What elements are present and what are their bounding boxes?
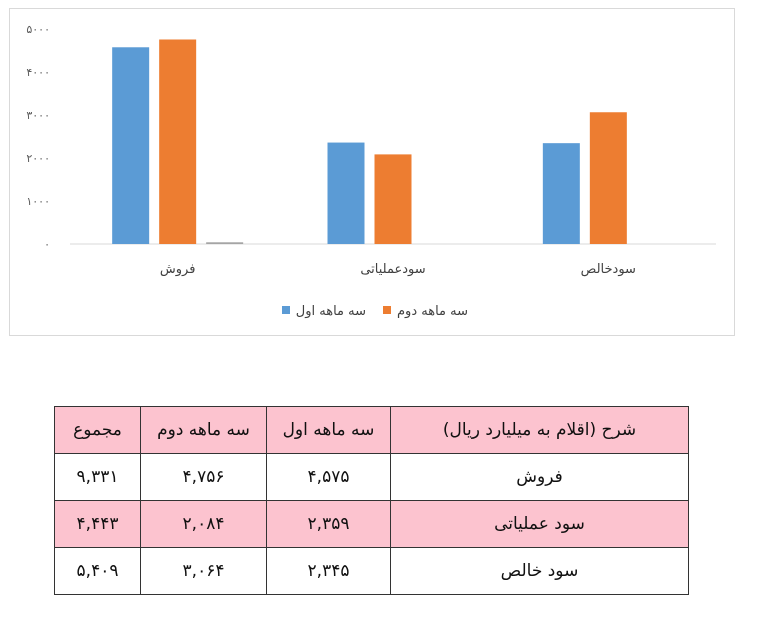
header-second-quarter: سه ماهه دوم (140, 406, 267, 454)
cell-first-quarter: ۲,۳۵۹ (266, 500, 391, 548)
bar-chart: ۰ ۱۰۰۰ ۲۰۰۰ ۳۰۰۰ ۴۰۰۰ ۵۰۰۰ فروش سودعملیاتی سودخا… (26, 23, 716, 319)
table-row: سود عملیاتی ۲,۳۵۹ ۲,۰۸۴ ۴,۴۴۳ (54, 500, 689, 548)
x-tick-label: فروش (160, 262, 196, 277)
legend-label: سه ماهه دوم (397, 304, 468, 319)
cell-second-quarter: ۳,۰۶۴ (140, 547, 267, 595)
cell-first-quarter: ۴,۵۷۵ (266, 453, 391, 501)
table-row: فروش ۴,۵۷۵ ۴,۷۵۶ ۹,۳۳۱ (54, 453, 689, 501)
data-table: شرح (اقلام به میلیارد ریال) سه ماهه اول … (54, 406, 689, 595)
bar (112, 47, 150, 245)
table-header-row: شرح (اقلام به میلیارد ریال) سه ماهه اول … (54, 406, 689, 454)
x-tick-label: سودعملیاتی (360, 262, 425, 277)
y-tick-label: ۰ (44, 238, 50, 251)
x-tick-label: سودخالص (581, 262, 636, 277)
cell-total: ۵,۴۰۹ (54, 547, 141, 595)
header-description: شرح (اقلام به میلیارد ریال) (390, 406, 689, 454)
legend-label: سه ماهه اول (296, 304, 366, 319)
bar (589, 112, 627, 244)
row-label: سود عملیاتی (390, 500, 689, 548)
bar (206, 242, 244, 244)
bar (327, 142, 365, 244)
y-tick-label: ۵۰۰۰ (26, 23, 50, 36)
cell-total: ۹,۳۳۱ (54, 453, 141, 501)
bar (542, 143, 580, 244)
y-tick-label: ۳۰۰۰ (26, 109, 50, 122)
bar (374, 154, 412, 244)
table-row: سود خالص ۲,۳۴۵ ۳,۰۶۴ ۵,۴۰۹ (54, 547, 689, 595)
y-tick-label: ۱۰۰۰ (26, 195, 50, 208)
legend-swatch (383, 306, 391, 314)
y-tick-label: ۲۰۰۰ (26, 152, 50, 165)
bar (159, 39, 197, 244)
row-label: سود خالص (390, 547, 689, 595)
legend-swatch (282, 306, 290, 314)
header-first-quarter: سه ماهه اول (266, 406, 391, 454)
cell-first-quarter: ۲,۳۴۵ (266, 547, 391, 595)
cell-second-quarter: ۴,۷۵۶ (140, 453, 267, 501)
y-tick-label: ۴۰۰۰ (26, 66, 50, 79)
header-total: مجموع (54, 406, 141, 454)
cell-total: ۴,۴۴۳ (54, 500, 141, 548)
row-label: فروش (390, 453, 689, 501)
cell-second-quarter: ۲,۰۸۴ (140, 500, 267, 548)
chart-area: ۰ ۱۰۰۰ ۲۰۰۰ ۳۰۰۰ ۴۰۰۰ ۵۰۰۰ فروش سودعملیاتی سودخا… (9, 8, 735, 336)
